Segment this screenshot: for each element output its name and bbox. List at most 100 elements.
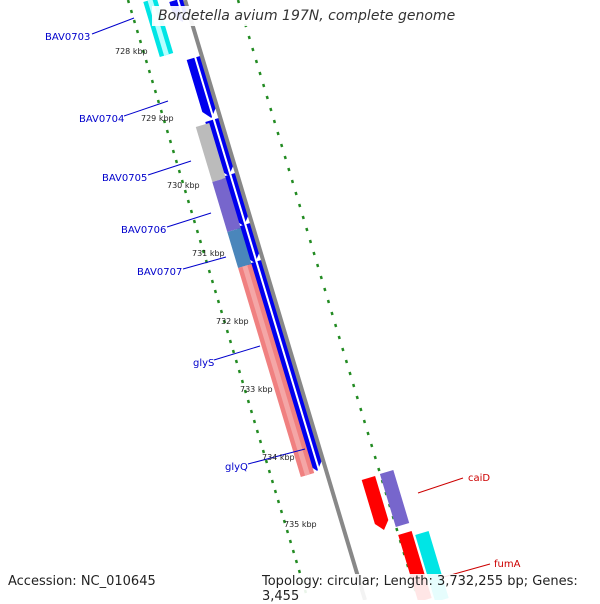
gc-dot-left xyxy=(237,369,242,374)
gc-dot-left xyxy=(288,539,293,544)
gc-dot-left xyxy=(138,39,143,44)
gc-dot-left xyxy=(285,529,290,534)
gc-dot-left xyxy=(141,49,146,54)
gc-dot-right xyxy=(258,71,262,76)
gc-dot-right xyxy=(283,155,287,160)
gene-label-bav0706[interactable]: BAV0706 xyxy=(121,225,166,236)
gene-label-bav0703[interactable]: BAV0703 xyxy=(45,32,90,43)
gc-dot-left xyxy=(168,139,173,144)
gc-dot-left xyxy=(201,249,206,254)
gc-dot-left xyxy=(159,109,164,114)
leader-line xyxy=(182,256,227,270)
gene-label-bav0704[interactable]: BAV0704 xyxy=(79,114,124,125)
genome-summary-text: Topology: circular; Length: 3,732,255 bp… xyxy=(262,574,600,604)
gc-dot-right xyxy=(269,107,273,112)
gc-dot-left xyxy=(126,0,131,4)
gc-dot-left xyxy=(267,469,272,474)
gc-dot-left xyxy=(147,69,152,74)
scale-tick-label: 728 kbp xyxy=(115,47,148,56)
leader-line xyxy=(247,448,306,465)
gc-dot-right xyxy=(305,227,309,232)
gene-label-glyq[interactable]: glyQ xyxy=(225,462,248,473)
gc-dot-right xyxy=(276,131,280,136)
gc-dot-left xyxy=(294,559,299,564)
scale-tick-label: 732 kbp xyxy=(216,317,249,326)
feature-highlight xyxy=(242,265,310,476)
gc-dot-left xyxy=(255,429,260,434)
gc-dot-left xyxy=(222,319,227,324)
gc-dot-right xyxy=(301,215,305,220)
gc-dot-left xyxy=(174,159,179,164)
gc-dot-right xyxy=(330,311,334,316)
gc-dot-right xyxy=(362,419,367,424)
gc-dot-left xyxy=(156,99,161,104)
scale-tick-label: 734 kbp xyxy=(262,453,295,462)
gc-dot-right xyxy=(308,239,313,244)
gc-dot-left xyxy=(192,219,197,224)
gene-label-bav0707[interactable]: BAV0707 xyxy=(137,267,182,278)
leader-line xyxy=(147,160,192,176)
gc-dot-right xyxy=(298,203,302,208)
gc-dot-left xyxy=(246,399,251,404)
gc-dot-right xyxy=(265,95,269,100)
gene-label-caid[interactable]: caiD xyxy=(468,473,490,484)
gc-dot-left xyxy=(252,419,257,424)
accession-text: Accession: NC_010645 xyxy=(8,574,156,589)
gc-dot-right xyxy=(373,455,377,460)
gc-dot-right xyxy=(352,383,356,388)
gc-dot-left xyxy=(276,499,281,504)
scale-tick-label: 735 kbp xyxy=(284,520,317,529)
gc-dot-right xyxy=(247,35,251,40)
feature-block-gray xyxy=(195,122,226,183)
gc-dot-left xyxy=(162,119,167,124)
gc-dot-right xyxy=(312,251,316,256)
gc-dot-right xyxy=(395,527,399,532)
gc-dot-left xyxy=(198,239,203,244)
gc-dot-left xyxy=(243,389,248,394)
feature-block-purple xyxy=(212,177,241,233)
gc-dot-left xyxy=(180,179,185,184)
gc-dot-right xyxy=(287,167,291,172)
gc-dot-left xyxy=(240,379,245,384)
gc-dot-left xyxy=(249,409,254,414)
backbone-gap xyxy=(177,0,359,600)
scale-tick-label: 729 kbp xyxy=(141,114,174,123)
gc-dot-right xyxy=(377,467,381,472)
feature-track xyxy=(143,0,449,600)
scale-tick-label: 733 kbp xyxy=(240,385,273,394)
gc-dot-left xyxy=(216,299,221,304)
gc-dot-right xyxy=(254,59,259,64)
gc-dot-right xyxy=(280,143,284,148)
gc-dot-left xyxy=(273,489,278,494)
gc-dot-right xyxy=(294,191,298,196)
leader-line xyxy=(213,345,261,361)
backbone-track xyxy=(177,0,367,600)
gc-dot-right xyxy=(359,407,363,412)
gc-dot-left xyxy=(189,209,194,214)
gc-dot-left xyxy=(228,339,233,344)
gene-label-glys[interactable]: glyS xyxy=(193,358,214,369)
gc-dot-left xyxy=(186,199,191,204)
feature-block-steel xyxy=(227,227,252,269)
gc-dot-left xyxy=(213,289,218,294)
gc-dot-left xyxy=(231,349,236,354)
gc-dot-right xyxy=(319,275,323,280)
gc-dot-left xyxy=(279,509,284,514)
gc-dot-right xyxy=(262,83,266,88)
gc-dot-right xyxy=(326,299,331,304)
gc-dot-right xyxy=(236,0,241,4)
gc-dot-right xyxy=(366,431,370,436)
gc-dot-right xyxy=(344,359,349,364)
gc-dot-left xyxy=(135,29,140,34)
gc-dot-left xyxy=(270,479,275,484)
gene-label-bav0705[interactable]: BAV0705 xyxy=(102,173,147,184)
gc-dot-left xyxy=(150,79,155,84)
gc-dot-left xyxy=(195,229,200,234)
gc-dot-left xyxy=(183,189,188,194)
gc-dot-left xyxy=(291,549,296,554)
gc-dot-right xyxy=(341,347,345,352)
gene-label-fuma[interactable]: fumA xyxy=(494,559,521,570)
leader-line xyxy=(91,17,135,35)
scale-tick-label: 731 kbp xyxy=(192,249,225,258)
